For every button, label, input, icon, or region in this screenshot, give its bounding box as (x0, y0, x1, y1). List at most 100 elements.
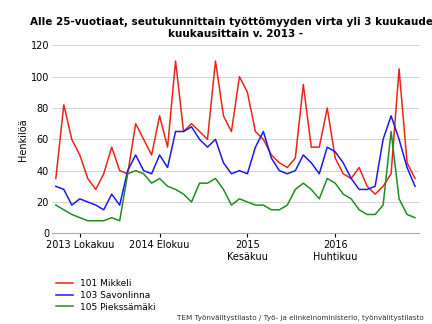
105 Piekssämäki (293, 188, 298, 191)
103 Savonlinna (213, 137, 218, 141)
101 Mikkeli (381, 184, 386, 188)
105 Piekssämäki (413, 216, 418, 220)
105 Piekssämäki (324, 177, 330, 180)
105 Piekssämäki (301, 181, 306, 185)
105 Piekssämäki (229, 203, 234, 207)
105 Piekssämäki (189, 200, 194, 204)
105 Piekssämäki (349, 197, 354, 201)
103 Savonlinna (69, 203, 74, 207)
101 Mikkeli (213, 59, 218, 63)
103 Savonlinna (301, 153, 306, 157)
101 Mikkeli (229, 130, 234, 133)
105 Piekssämäki (237, 197, 242, 201)
105 Piekssämäki (285, 203, 290, 207)
101 Mikkeli (324, 106, 330, 110)
103 Savonlinna (349, 177, 354, 180)
105 Piekssämäki (261, 203, 266, 207)
103 Savonlinna (381, 137, 386, 141)
105 Piekssämäki (117, 219, 122, 223)
Line: 103 Savonlinna: 103 Savonlinna (56, 116, 415, 210)
103 Savonlinna (277, 169, 282, 173)
103 Savonlinna (317, 172, 322, 176)
105 Piekssämäki (205, 181, 210, 185)
101 Mikkeli (397, 67, 402, 71)
103 Savonlinna (109, 192, 114, 196)
105 Piekssämäki (317, 197, 322, 201)
Text: TEM Työnvälitystilasto / Työ- ja elinkeinoministerio, työnvälitystilasto: TEM Työnvälitystilasto / Työ- ja elinkei… (177, 315, 423, 321)
101 Mikkeli (93, 188, 98, 191)
101 Mikkeli (404, 161, 410, 165)
103 Savonlinna (205, 145, 210, 149)
Title: Alle 25-vuotiaat, seutukunnittain työttömyyden virta yli 3 kuukauden
kuukausitta: Alle 25-vuotiaat, seutukunnittain työttö… (30, 17, 432, 39)
101 Mikkeli (181, 130, 186, 133)
103 Savonlinna (372, 184, 378, 188)
103 Savonlinna (253, 145, 258, 149)
101 Mikkeli (356, 166, 362, 169)
101 Mikkeli (125, 172, 130, 176)
105 Piekssämäki (221, 188, 226, 191)
103 Savonlinna (413, 184, 418, 188)
103 Savonlinna (237, 169, 242, 173)
101 Mikkeli (189, 122, 194, 126)
101 Mikkeli (69, 137, 74, 141)
103 Savonlinna (93, 203, 98, 207)
105 Piekssämäki (141, 172, 146, 176)
101 Mikkeli (253, 130, 258, 133)
101 Mikkeli (221, 114, 226, 118)
101 Mikkeli (388, 172, 394, 176)
101 Mikkeli (349, 177, 354, 180)
101 Mikkeli (205, 137, 210, 141)
103 Savonlinna (197, 137, 202, 141)
105 Piekssämäki (61, 208, 67, 212)
101 Mikkeli (165, 145, 170, 149)
105 Piekssämäki (181, 192, 186, 196)
103 Savonlinna (133, 153, 138, 157)
105 Piekssämäki (197, 181, 202, 185)
103 Savonlinna (285, 172, 290, 176)
103 Savonlinna (141, 169, 146, 173)
101 Mikkeli (301, 83, 306, 87)
105 Piekssämäki (309, 188, 314, 191)
101 Mikkeli (269, 153, 274, 157)
103 Savonlinna (293, 169, 298, 173)
103 Savonlinna (324, 145, 330, 149)
103 Savonlinna (356, 188, 362, 191)
101 Mikkeli (372, 192, 378, 196)
Legend: 101 Mikkeli, 103 Savonlinna, 105 Piekssämäki: 101 Mikkeli, 103 Savonlinna, 105 Piekssä… (56, 279, 156, 312)
105 Piekssämäki (213, 177, 218, 180)
Line: 101 Mikkeli: 101 Mikkeli (56, 61, 415, 194)
101 Mikkeli (261, 137, 266, 141)
101 Mikkeli (309, 145, 314, 149)
101 Mikkeli (157, 114, 162, 118)
103 Savonlinna (165, 166, 170, 169)
101 Mikkeli (285, 166, 290, 169)
105 Piekssämäki (157, 177, 162, 180)
105 Piekssämäki (173, 188, 178, 191)
101 Mikkeli (333, 156, 338, 160)
103 Savonlinna (229, 172, 234, 176)
101 Mikkeli (109, 145, 114, 149)
103 Savonlinna (388, 114, 394, 118)
103 Savonlinna (117, 203, 122, 207)
105 Piekssämäki (381, 203, 386, 207)
101 Mikkeli (101, 172, 106, 176)
101 Mikkeli (53, 177, 58, 180)
105 Piekssämäki (365, 213, 370, 216)
101 Mikkeli (317, 145, 322, 149)
103 Savonlinna (157, 153, 162, 157)
101 Mikkeli (413, 177, 418, 180)
105 Piekssämäki (277, 208, 282, 212)
105 Piekssämäki (253, 203, 258, 207)
105 Piekssämäki (356, 208, 362, 212)
103 Savonlinna (309, 161, 314, 165)
103 Savonlinna (221, 161, 226, 165)
105 Piekssämäki (93, 219, 98, 223)
101 Mikkeli (340, 172, 346, 176)
101 Mikkeli (365, 184, 370, 188)
103 Savonlinna (77, 197, 83, 201)
103 Savonlinna (189, 125, 194, 129)
Line: 105 Piekssämäki: 105 Piekssämäki (56, 132, 415, 221)
101 Mikkeli (173, 59, 178, 63)
105 Piekssämäki (340, 192, 346, 196)
103 Savonlinna (53, 184, 58, 188)
